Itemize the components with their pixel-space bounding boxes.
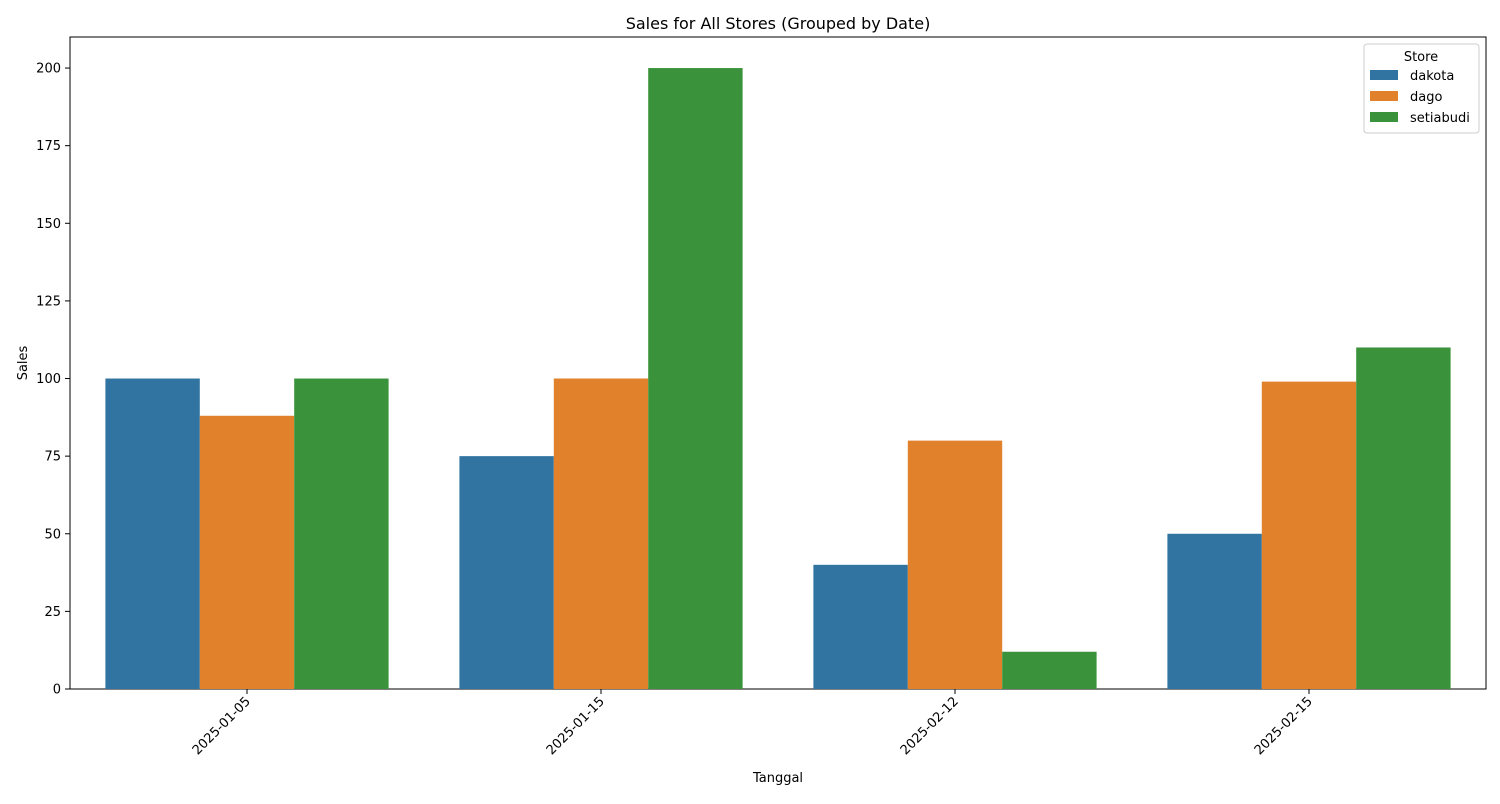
bar-setiabudi-2025-02-12 <box>1002 651 1097 689</box>
bar-dago-2025-02-15 <box>1261 381 1357 689</box>
y-tick-label: 25 <box>44 605 61 620</box>
bar-setiabudi-2025-01-05 <box>294 378 389 689</box>
legend-title: Store <box>1404 50 1438 65</box>
legend-label-setiabudi: setiabudi <box>1410 111 1470 126</box>
legend-label-dakota: dakota <box>1410 69 1454 84</box>
legend-swatch-dago <box>1370 91 1398 101</box>
x-axis: 2025-01-05 2025-01-15 2025-02-12 2025-02-15 <box>190 689 1316 758</box>
y-axis: 0 25 50 75 100 125 150 175 200 <box>36 62 70 698</box>
legend-frame <box>1363 43 1480 134</box>
y-tick-label: 0 <box>53 683 61 698</box>
bar-dago-2025-02-12 <box>907 440 1003 689</box>
bars-group <box>105 68 1451 690</box>
legend: Store dakota dago setiabudi <box>1363 43 1480 134</box>
bar-dago-2025-01-05 <box>199 415 295 689</box>
bar-dago-2025-01-15 <box>553 378 649 689</box>
bar-dakota-2025-02-15 <box>1167 533 1262 689</box>
x-tick-label: 2025-02-12 <box>898 694 962 758</box>
y-tick-label: 75 <box>44 450 61 465</box>
y-tick-label: 150 <box>36 217 61 232</box>
y-axis-label: Sales <box>16 345 31 380</box>
x-tick-label: 2025-01-15 <box>544 694 608 758</box>
y-tick-label: 100 <box>36 372 61 387</box>
plot-area <box>69 36 1487 690</box>
bar-dakota-2025-01-05 <box>105 378 200 689</box>
legend-label-dago: dago <box>1410 90 1442 105</box>
y-tick-label: 50 <box>44 527 61 542</box>
x-tick-label: 2025-01-05 <box>190 694 254 758</box>
x-axis-label: Tanggal <box>752 771 803 786</box>
chart-title: Sales for All Stores (Grouped by Date) <box>626 14 931 33</box>
bar-setiabudi-2025-01-15 <box>648 68 743 690</box>
y-tick-label: 125 <box>36 294 61 309</box>
legend-swatch-setiabudi <box>1370 112 1398 122</box>
bar-setiabudi-2025-02-15 <box>1356 347 1451 689</box>
bar-dakota-2025-02-12 <box>813 564 908 689</box>
x-tick-label: 2025-02-15 <box>1252 694 1316 758</box>
y-tick-label: 200 <box>36 62 61 77</box>
bar-dakota-2025-01-15 <box>459 456 554 689</box>
y-tick-label: 175 <box>36 139 61 154</box>
legend-swatch-dakota <box>1370 70 1398 80</box>
